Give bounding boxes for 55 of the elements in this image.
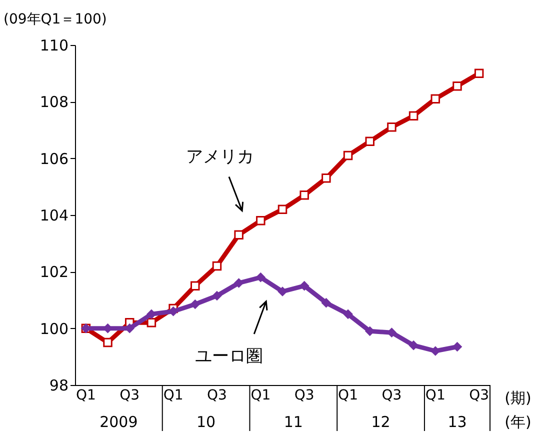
- point: [430, 346, 440, 356]
- text: (年): [504, 413, 532, 431]
- y-tick-label: 100: [40, 320, 68, 338]
- point: [278, 204, 288, 214]
- point: [365, 136, 374, 146]
- point: [322, 174, 331, 183]
- text: 11: [284, 413, 303, 431]
- point: [387, 122, 396, 132]
- point: [190, 281, 200, 290]
- x-tick-label: Q3: [382, 388, 402, 404]
- y-tick-label: 106: [40, 150, 68, 168]
- point: [300, 190, 309, 200]
- text: アメリカ: [186, 146, 254, 167]
- x-tick-label: Q3: [207, 388, 227, 404]
- text: 13: [448, 413, 467, 431]
- point: [146, 318, 156, 328]
- y-tick-label: 108: [40, 93, 68, 112]
- text: ユーロ圏: [194, 346, 263, 367]
- point: [300, 281, 309, 290]
- x-tick-label: Q3: [294, 388, 314, 404]
- point: [387, 328, 396, 338]
- point: [103, 338, 112, 348]
- point: [256, 272, 266, 282]
- text: 10: [196, 413, 216, 431]
- text: (期): [504, 389, 532, 407]
- point: [474, 68, 484, 78]
- point: [430, 94, 440, 104]
- x-tick-label: Q1: [250, 388, 271, 404]
- y-tick-label: 102: [40, 263, 68, 282]
- point: [256, 216, 266, 226]
- point: [234, 230, 244, 240]
- point: [212, 261, 222, 271]
- point: [234, 278, 244, 288]
- point: [278, 286, 288, 296]
- point: [452, 81, 462, 91]
- y-tick-label: 98: [49, 376, 68, 394]
- text: 2009: [100, 413, 138, 431]
- y-tick-label: 110: [40, 36, 68, 54]
- point: [452, 342, 462, 352]
- x-tick-label: Q1: [338, 388, 358, 404]
- x-tick-label: Q1: [425, 388, 446, 404]
- point: [190, 300, 200, 309]
- point: [408, 340, 418, 350]
- y-axis-title: (09年Q1＝100): [4, 12, 107, 28]
- text: 12: [371, 413, 390, 431]
- x-tick-label: Q3: [469, 388, 490, 404]
- x-tick-label: Q3: [120, 388, 140, 404]
- point: [343, 150, 353, 160]
- point: [408, 111, 418, 120]
- x-tick-label: Q1: [76, 388, 96, 404]
- point: [322, 298, 331, 308]
- x-tick-label: Q1: [163, 388, 184, 404]
- point: [343, 310, 353, 319]
- point: [212, 291, 222, 300]
- y-tick-label: 104: [40, 206, 68, 224]
